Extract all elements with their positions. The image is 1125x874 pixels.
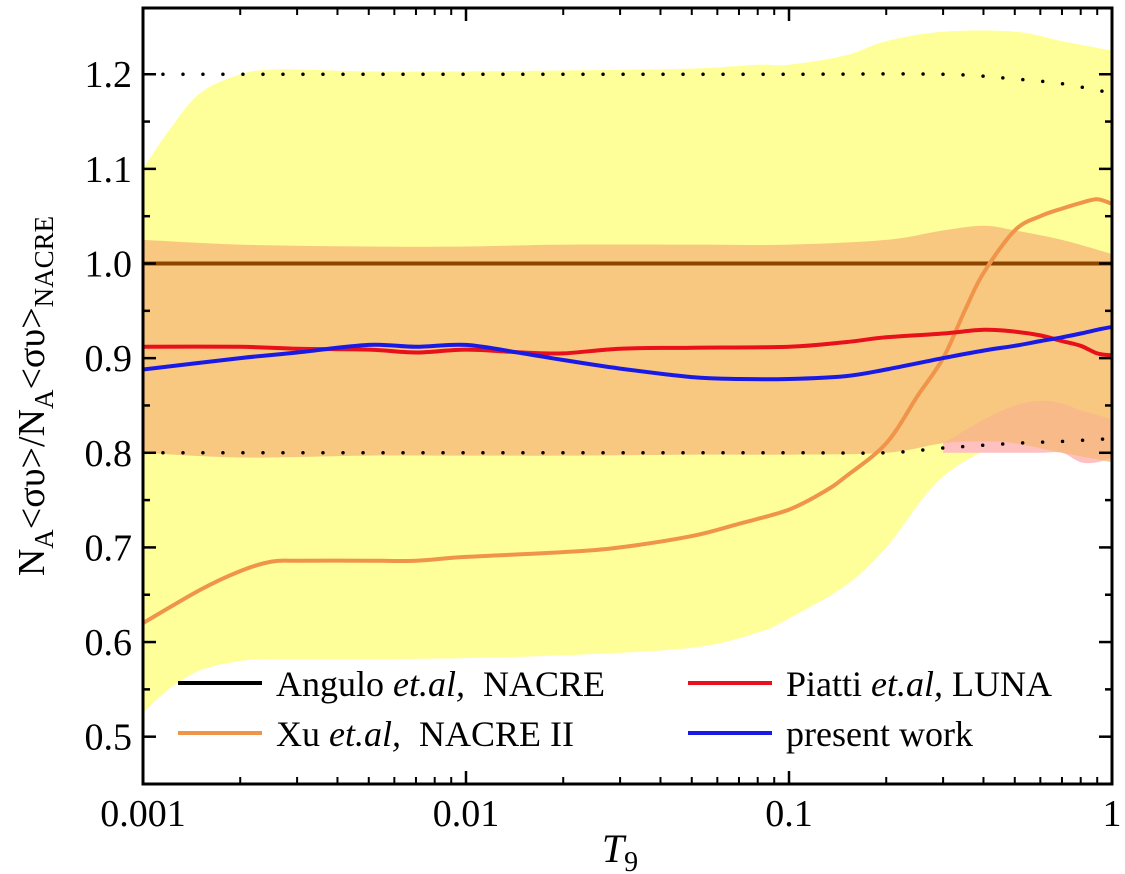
uncertainty-bands bbox=[143, 30, 1112, 713]
x-tick-label: 0.1 bbox=[765, 793, 813, 835]
y-tick-label: 1.1 bbox=[85, 149, 133, 191]
y-tick-label: 0.5 bbox=[85, 717, 133, 759]
nacre-upper-limit-line bbox=[143, 72, 1112, 95]
y-tick-labels: 0.5 0.6 0.7 0.8 0.9 1.0 1.1 1.2 bbox=[85, 54, 133, 758]
x-tick-label: 1 bbox=[1103, 793, 1122, 835]
y-tick-label: 0.7 bbox=[85, 527, 133, 569]
x-tick-labels: 0.001 0.01 0.1 1 bbox=[100, 793, 1121, 835]
data-series bbox=[143, 197, 1112, 626]
y-tick-label: 1.2 bbox=[85, 54, 133, 96]
legend: Angulo et.al, NACRE Piatti et.al, LUNA X… bbox=[178, 664, 1052, 754]
legend-label-piatti: Piatti et.al, LUNA bbox=[786, 664, 1052, 704]
x-tick-label: 0.001 bbox=[100, 793, 186, 835]
legend-label-present-work: present work bbox=[786, 714, 973, 754]
nacre-limit-lines bbox=[143, 72, 1112, 455]
y-axis-title: NA<συ>/NA<συ>NACRE bbox=[11, 216, 59, 576]
plot-frame bbox=[141, 6, 1114, 786]
legend-label-xu: Xu et.al, NACRE II bbox=[276, 714, 574, 754]
y-tick-label: 0.8 bbox=[85, 433, 133, 475]
nacre-uncertainty-band bbox=[143, 225, 1112, 463]
y-tick-label: 0.9 bbox=[85, 338, 133, 380]
y-tick-label: 0.6 bbox=[85, 622, 133, 664]
x-axis-title: T9 bbox=[602, 826, 638, 874]
x-tick-label: 0.01 bbox=[433, 793, 500, 835]
series-present-work bbox=[143, 324, 1112, 382]
y-tick-label: 1.0 bbox=[85, 244, 133, 286]
axis-ticks bbox=[141, 8, 1114, 784]
series-xu-et-al-nacre-ii bbox=[143, 197, 1112, 626]
legend-label-angulo: Angulo et.al, NACRE bbox=[276, 664, 605, 704]
